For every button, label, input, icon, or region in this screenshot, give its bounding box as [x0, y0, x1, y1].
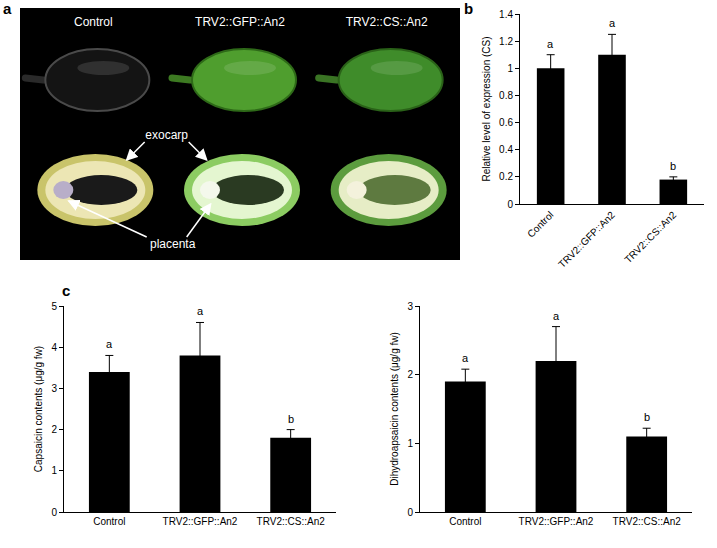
svg-text:a: a	[462, 352, 469, 364]
html-text:c: c	[62, 282, 71, 299]
svg-text:1: 1	[51, 465, 57, 476]
html-text:b: b	[464, 0, 474, 17]
svg-text:Capsaicin contents (μg/g fw): Capsaicin contents (μg/g fw)	[33, 346, 44, 472]
svg-text:Control: Control	[449, 516, 481, 527]
svg-text:Control: Control	[525, 209, 556, 240]
svg-text:0.4: 0.4	[499, 144, 513, 155]
svg-text:0.8: 0.8	[499, 90, 513, 101]
svg-text:a: a	[106, 338, 113, 350]
svg-text:a: a	[547, 38, 554, 50]
svg-text:TRV2::CS::An2: TRV2::CS::An2	[257, 516, 326, 527]
svg-text:a: a	[197, 305, 204, 317]
svg-text:Control: Control	[93, 516, 125, 527]
svg-text:1.2: 1.2	[499, 36, 513, 47]
svg-text:0: 0	[407, 507, 413, 518]
svg-text:TRV2::CS::An2: TRV2::CS::An2	[613, 516, 682, 527]
svg-text:TRV2::GFP::An2: TRV2::GFP::An2	[195, 15, 285, 29]
svg-text:1.4: 1.4	[499, 9, 513, 20]
svg-text:1: 1	[407, 438, 413, 449]
svg-text:2: 2	[51, 424, 57, 435]
svg-text:0.6: 0.6	[499, 117, 513, 128]
svg-text:TRV2::CS::An2: TRV2::CS::An2	[346, 15, 428, 29]
svg-text:TRV2::GFP::An2: TRV2::GFP::An2	[519, 516, 594, 527]
svg-text:5: 5	[51, 301, 57, 312]
svg-text:Control: Control	[74, 15, 113, 29]
svg-text:TRV2::GFP::An2: TRV2::GFP::An2	[163, 516, 238, 527]
svg-text:0.2: 0.2	[499, 171, 513, 182]
svg-text:a: a	[609, 17, 616, 29]
html-text:a: a	[3, 0, 12, 17]
svg-text:placenta: placenta	[150, 237, 196, 251]
svg-text:2: 2	[407, 369, 413, 380]
svg-text:Relative level of expression (: Relative level of expression (CS)	[481, 36, 492, 181]
svg-text:Dihydroapsaicin contents (μg/g: Dihydroapsaicin contents (μg/g fw)	[389, 332, 400, 486]
svg-text:TRV2::GFP::An2: TRV2::GFP::An2	[556, 209, 617, 270]
svg-text:b: b	[670, 160, 676, 172]
svg-text:0: 0	[507, 199, 513, 210]
svg-text:b: b	[288, 413, 294, 425]
svg-text:a: a	[553, 310, 560, 322]
svg-text:b: b	[644, 411, 650, 423]
svg-text:4: 4	[51, 342, 57, 353]
svg-text:TRV2::CS::An2: TRV2::CS::An2	[622, 209, 678, 265]
svg-text:3: 3	[51, 383, 57, 394]
svg-text:0: 0	[51, 507, 57, 518]
svg-text:exocarp: exocarp	[145, 128, 188, 142]
svg-text:3: 3	[407, 301, 413, 312]
svg-text:1: 1	[507, 63, 513, 74]
